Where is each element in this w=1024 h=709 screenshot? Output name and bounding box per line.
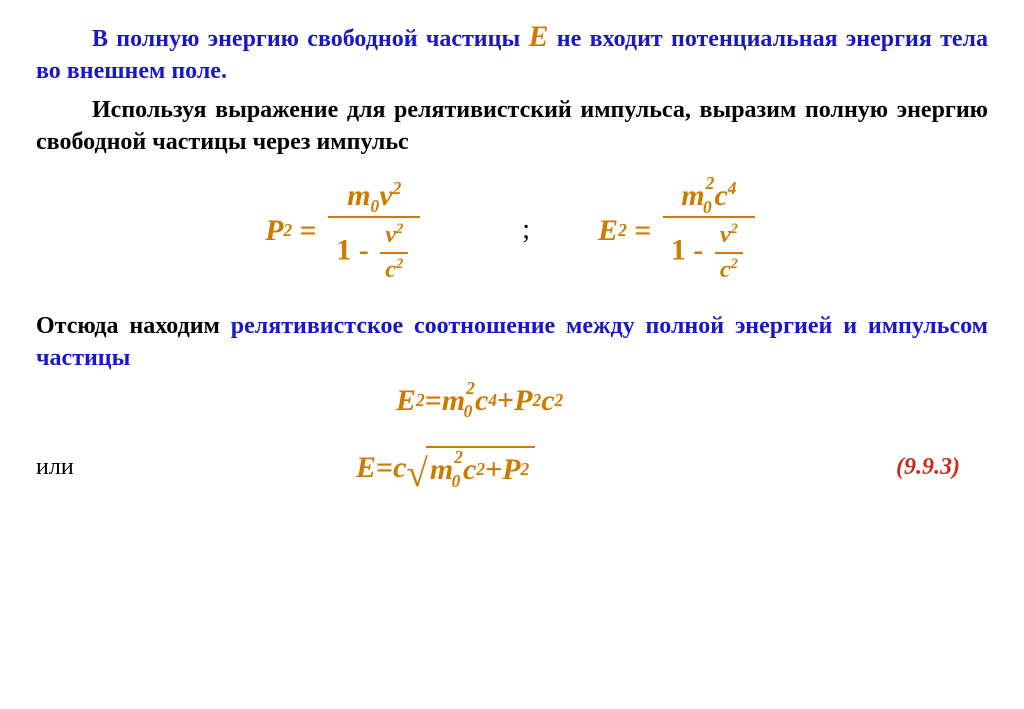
num-1: 1 — [336, 234, 351, 267]
equals: = — [376, 448, 393, 488]
exp-2: 2 — [416, 392, 425, 409]
inner-den: c2 — [380, 254, 408, 286]
numerator: m20c4 — [673, 175, 744, 217]
sym-P: P — [502, 450, 520, 490]
exp-2: 2 — [396, 221, 403, 237]
exp-2: 2 — [731, 221, 738, 237]
word-or: или — [36, 454, 74, 480]
sym-c: c — [385, 256, 396, 283]
inner-num: v2 — [715, 219, 743, 251]
exp-2: 2 — [555, 392, 564, 409]
equals: = — [627, 211, 659, 251]
denominator: 1 - v2 c2 — [328, 218, 420, 287]
exp-2: 2 — [396, 256, 403, 272]
p1-energy-symbol: E — [529, 20, 549, 53]
plus: + — [497, 381, 514, 421]
sym-c: c — [393, 448, 406, 488]
sym-m: m — [430, 450, 453, 490]
sym-v: v — [385, 221, 396, 248]
exp-2: 2 — [393, 178, 402, 198]
tail-cell: (9.9.3) — [535, 452, 988, 484]
exp-2: 2 — [521, 461, 530, 478]
inner-num: v2 — [380, 219, 408, 251]
radicand: m20c2 + P2 — [426, 446, 535, 490]
fraction: m20c4 1 - v2 c2 — [663, 175, 755, 288]
paragraph-3: Отсюда находим релятивистское соотношени… — [36, 311, 988, 374]
sub-0: 0 — [452, 471, 461, 491]
inner-fraction: v2 c2 — [380, 219, 408, 286]
sym-c: c — [463, 450, 476, 490]
paragraph-2: Используя выражение для релятивистский и… — [36, 95, 988, 158]
sym-c: c — [475, 381, 488, 421]
sym-c: c — [541, 381, 554, 421]
sym-P: P — [514, 381, 532, 421]
sym-m: m — [347, 179, 370, 212]
exp-2: 2 — [466, 378, 475, 398]
formula-p-squared: P2 = m0v2 1 - v2 c2 — [265, 175, 424, 288]
exp-4: 4 — [728, 178, 737, 198]
p3-text-a: Отсюда находим — [36, 313, 231, 339]
formula-energy-momentum: E2 = m20c4 + P2c2 — [396, 381, 563, 421]
formula-energy-sqrt: E = c √ m20c2 + P2 — [356, 446, 535, 490]
sym-m: m — [681, 179, 704, 212]
page: В полную энергию свободной частицы E не … — [0, 0, 1024, 534]
exp-2: 2 — [706, 173, 715, 193]
sym-E: E — [356, 448, 376, 488]
inner-den: c2 — [715, 254, 743, 286]
sub-0: 0 — [371, 196, 380, 216]
sub-0: 0 — [464, 401, 473, 421]
p2-text: Используя выражение для релятивистский и… — [36, 97, 988, 155]
exp-2: 2 — [618, 222, 627, 239]
minus: - — [686, 234, 711, 267]
exp-2: 2 — [532, 392, 541, 409]
sym-E: E — [396, 381, 416, 421]
fraction: m0v2 1 - v2 c2 — [328, 175, 420, 288]
exp-2: 2 — [454, 447, 463, 467]
sym-c: c — [720, 256, 731, 283]
formula-row-3: или E = c √ m20c2 + P2 (9.9.3) — [36, 446, 988, 490]
sym-E: E — [598, 211, 618, 251]
paragraph-1: В полную энергию свободной частицы E не … — [36, 24, 988, 87]
square-root: √ m20c2 + P2 — [406, 446, 535, 490]
sym-m: m — [442, 381, 465, 421]
m-sub-sup: 20 — [706, 176, 714, 216]
minus: - — [351, 234, 376, 267]
separator-semicolon: ; — [514, 212, 538, 249]
m-sub-sup: 20 — [454, 450, 462, 490]
lead-cell: или — [36, 452, 356, 484]
radical-sign: √ — [406, 457, 427, 490]
formula-e-squared: E2 = m20c4 1 - v2 c2 — [598, 175, 759, 288]
denominator: 1 - v2 c2 — [663, 218, 755, 287]
p1-text-a: В полную энергию свободной частицы — [92, 26, 529, 52]
exp-2: 2 — [283, 222, 292, 239]
sym-c: c — [714, 179, 727, 212]
sym-v: v — [720, 221, 731, 248]
exp-2: 2 — [476, 461, 485, 478]
plus: + — [485, 450, 502, 490]
formula-row-2: E2 = m20c4 + P2c2 — [36, 381, 988, 421]
numerator: m0v2 — [339, 175, 409, 217]
m-sub-sup: 20 — [466, 381, 474, 421]
sym-P: P — [265, 211, 283, 251]
formula-row-1: P2 = m0v2 1 - v2 c2 ; — [36, 175, 988, 288]
exp-2: 2 — [731, 256, 738, 272]
sym-v: v — [379, 179, 392, 212]
equals: = — [292, 211, 324, 251]
num-1: 1 — [671, 234, 686, 267]
equation-reference: (9.9.3) — [896, 452, 960, 484]
sub-0: 0 — [703, 197, 712, 217]
inner-fraction: v2 c2 — [715, 219, 743, 286]
equals: = — [425, 381, 442, 421]
exp-4: 4 — [488, 392, 497, 409]
